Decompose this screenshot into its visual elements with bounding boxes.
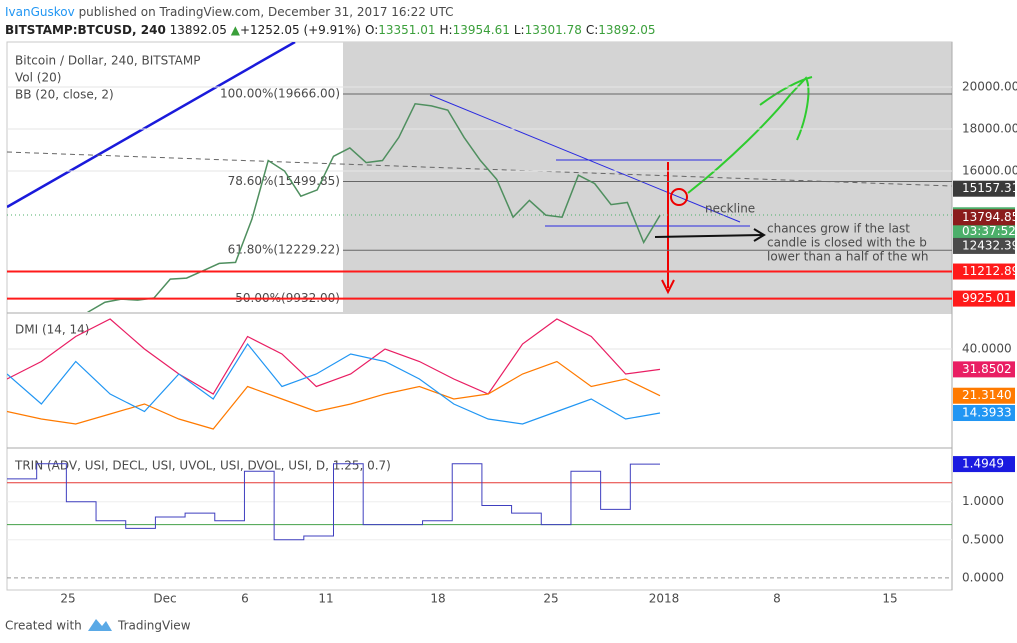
fib-label: 100.00%(19666.00) bbox=[220, 87, 340, 101]
price-badge-label: 9925.01 bbox=[962, 291, 1012, 305]
price-badge bbox=[953, 209, 1015, 226]
y-tick-label: 0.0000 bbox=[962, 570, 1004, 584]
value-badge bbox=[953, 456, 1015, 473]
pane-label: TRIN (ADV, USI, DECL, USI, UVOL, USI, DV… bbox=[14, 459, 391, 473]
x-tick-label: 2018 bbox=[649, 592, 680, 606]
x-tick-label: 25 bbox=[60, 592, 75, 606]
y-tick-label: 0.5000 bbox=[962, 532, 1004, 546]
price-badge bbox=[953, 263, 1015, 280]
value-badge-label: 31.8502 bbox=[962, 362, 1012, 376]
countdown-badge bbox=[953, 223, 1015, 240]
projection bbox=[687, 76, 813, 194]
x-tick-label: 6 bbox=[241, 592, 249, 606]
footer-brand[interactable]: TradingView bbox=[117, 619, 191, 633]
price-badge bbox=[953, 290, 1015, 307]
price-badge-label: 13794.85 bbox=[962, 210, 1017, 224]
dmi-line bbox=[7, 318, 661, 395]
x-tick-label: 18 bbox=[430, 592, 445, 606]
ohlc-value: 13954.61 bbox=[453, 23, 510, 37]
y-tick-label: 16000.00 bbox=[962, 164, 1017, 178]
fib-label: 78.60%(15499.85) bbox=[228, 174, 340, 188]
ohlc-key: L: bbox=[514, 23, 525, 37]
annotation: lower than a half of the wh bbox=[767, 250, 929, 264]
price-line bbox=[86, 102, 661, 312]
trendline bbox=[7, 42, 296, 209]
y-tick-label: 18000.00 bbox=[962, 122, 1017, 136]
value-badge-label: 14.3933 bbox=[962, 406, 1012, 420]
dmi-line bbox=[7, 342, 661, 425]
y-tick-label: 1.0000 bbox=[962, 494, 1004, 508]
value-badge-label: 21.3140 bbox=[962, 388, 1012, 402]
annotation: candle is closed with the b bbox=[767, 236, 927, 250]
pane-label: Vol (20) bbox=[15, 71, 61, 85]
price-badge-label: 15157.31 bbox=[962, 181, 1017, 195]
pane-label: Bitcoin / Dollar, 240, BITSTAMP bbox=[15, 54, 200, 68]
price-badge bbox=[953, 237, 1015, 254]
dmi-pane bbox=[7, 318, 952, 430]
main-pane: 100.00%(19666.00) 78.60%(15499.85) 61.80%(… bbox=[7, 86, 952, 312]
trendline bbox=[429, 94, 741, 223]
pane-label: BB (20, close, 2) bbox=[15, 88, 114, 102]
annotation: chances grow if the last bbox=[767, 222, 910, 236]
ohlc-value: 13892.05 bbox=[598, 23, 655, 37]
countdown: 03:37:52 bbox=[962, 224, 1016, 238]
trin-line bbox=[7, 463, 660, 541]
value-badge bbox=[953, 387, 1015, 404]
header: IvanGuskov published on TradingView.com,… bbox=[5, 5, 453, 19]
last: 13892.05 bbox=[170, 23, 227, 37]
symbol-line: BITSTAMP:BTCUSD, 240 13892.05 ▲+1252.05 … bbox=[5, 23, 656, 37]
pane-label: DMI (14, 14) bbox=[15, 323, 89, 337]
value-badge bbox=[953, 361, 1015, 378]
fib-label: 61.80%(12229.22) bbox=[228, 243, 340, 257]
ohlc-key: H: bbox=[440, 23, 453, 37]
symbol: BITSTAMP:BTCUSD, 240 bbox=[5, 23, 166, 37]
annotation: neckline bbox=[705, 202, 755, 216]
arrow-head bbox=[661, 279, 675, 295]
price-badge-label: 11212.89 bbox=[962, 264, 1017, 278]
ohlc-key: O: bbox=[365, 23, 378, 37]
published: published on TradingView.com, December 3… bbox=[79, 5, 454, 19]
trin-pane bbox=[7, 463, 952, 579]
ohlc-value: 13351.01 bbox=[378, 23, 435, 37]
value-badge bbox=[953, 405, 1015, 422]
trendline bbox=[7, 151, 952, 187]
price-badge-label: 12432.39 bbox=[962, 238, 1017, 252]
x-tick-label: 25 bbox=[543, 592, 558, 606]
x-tick-label: Dec bbox=[153, 592, 176, 606]
ohlc-key: C: bbox=[586, 23, 598, 37]
y-tick-label: 40.0000 bbox=[962, 342, 1012, 356]
price-badge bbox=[953, 180, 1015, 197]
ohlc-value: 13301.78 bbox=[525, 23, 582, 37]
logo bbox=[88, 619, 112, 631]
marker-circle bbox=[670, 188, 688, 206]
y-tick-label: 20000.00 bbox=[962, 80, 1017, 94]
change: +1252.05 (+9.91%) bbox=[240, 23, 361, 37]
value-badge-label: 1.4949 bbox=[962, 457, 1004, 471]
footer-text: Created with bbox=[5, 619, 82, 633]
dmi-line bbox=[7, 360, 661, 430]
arrow bbox=[654, 234, 763, 238]
x-tick-label: 8 bbox=[773, 592, 781, 606]
x-tick-label: 11 bbox=[318, 592, 333, 606]
arrow-head bbox=[753, 228, 766, 242]
x-tick-label: 15 bbox=[882, 592, 897, 606]
up-arrow: ▲ bbox=[231, 23, 241, 37]
publisher: IvanGuskov bbox=[5, 5, 75, 19]
